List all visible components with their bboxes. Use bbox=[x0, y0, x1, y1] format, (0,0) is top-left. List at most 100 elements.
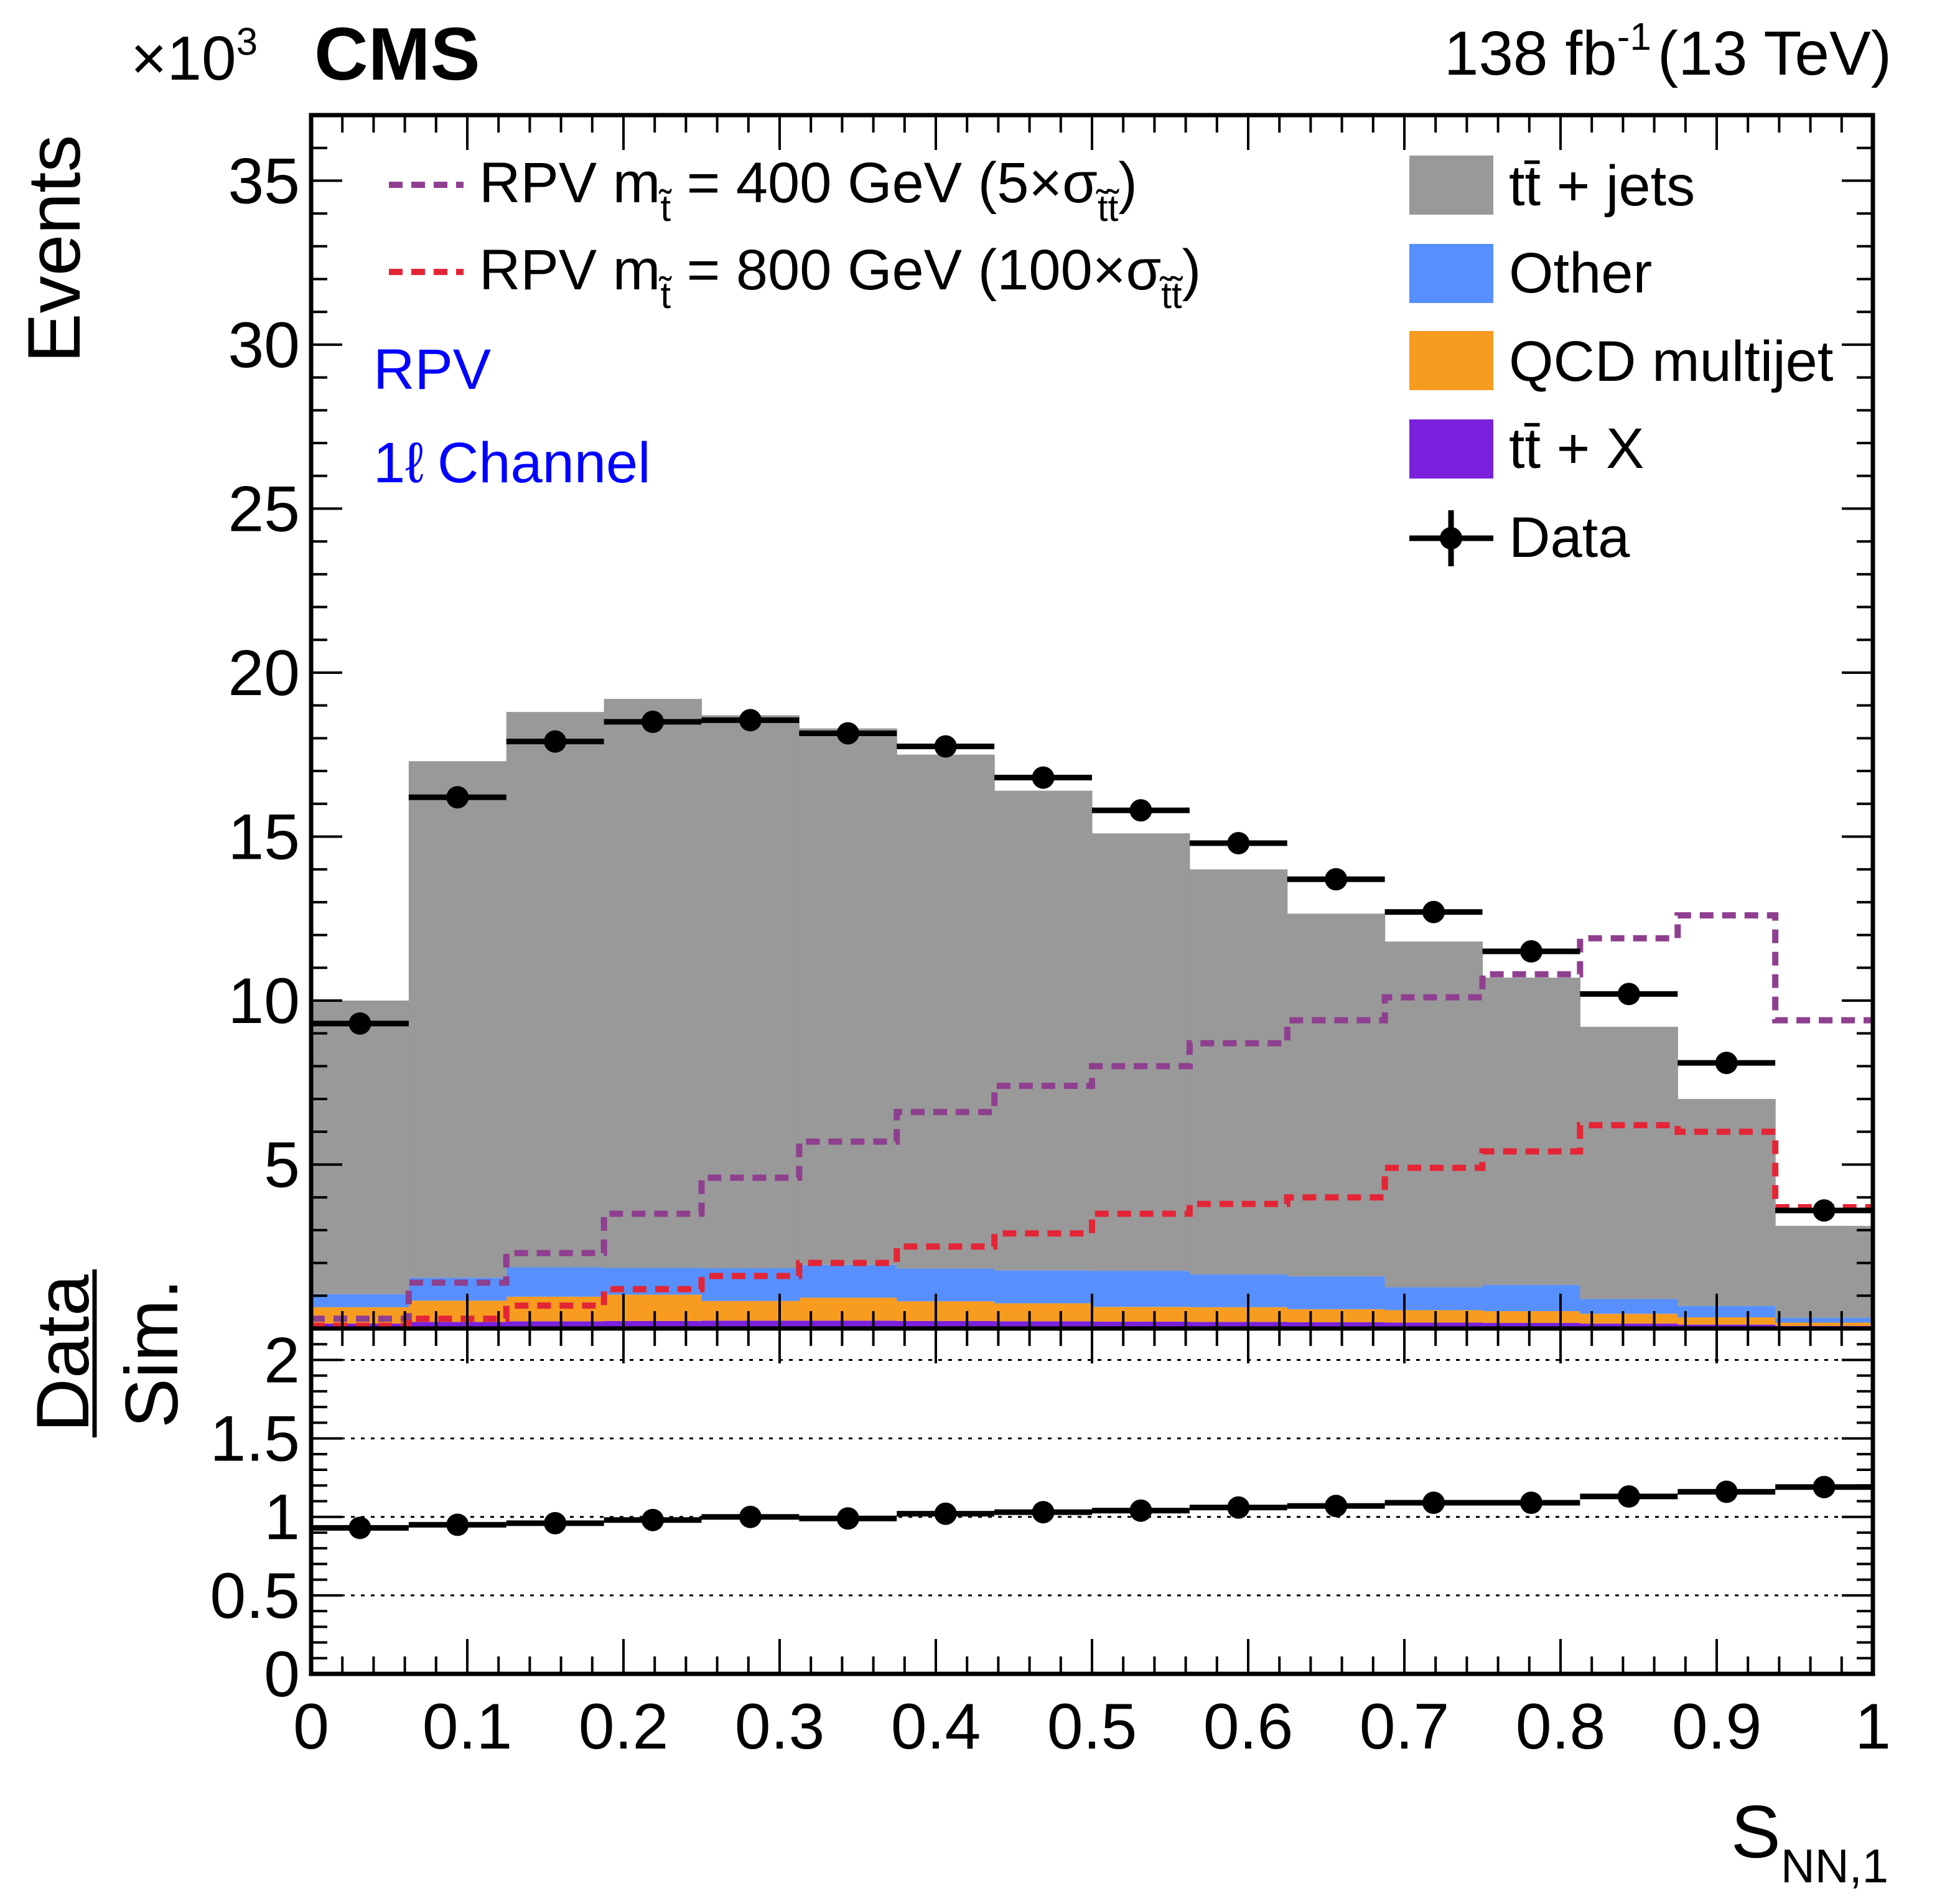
data-points bbox=[311, 709, 1873, 1222]
bar-qcd-multijet-bin-10 bbox=[1287, 1309, 1386, 1322]
stack-layer-other bbox=[311, 1264, 1874, 1323]
x-tick-label-0-8: 0.8 bbox=[1516, 1691, 1606, 1763]
bar-tt-jets-bin-0 bbox=[311, 1000, 409, 1294]
bar-qcd-multijet-bin-3 bbox=[604, 1294, 702, 1321]
x-tick-label-0-6: 0.6 bbox=[1203, 1691, 1294, 1763]
data-point-bin-10 bbox=[1325, 867, 1348, 890]
x-tick-label-0-4: 0.4 bbox=[891, 1691, 981, 1763]
bar-other-bin-6 bbox=[897, 1268, 995, 1302]
data-point-bin-11 bbox=[1422, 900, 1445, 923]
ratio-point-bin-9 bbox=[1227, 1496, 1250, 1519]
legend-item-rpv-800: RPV mt̃ = 800 GeV (100×σt̃t̃) bbox=[389, 238, 1201, 316]
ratio-point-bin-14 bbox=[1715, 1480, 1738, 1503]
ratio-point-bin-10 bbox=[1325, 1495, 1348, 1518]
bar-tt-x-bin-13 bbox=[1580, 1324, 1678, 1329]
bar-tt-x-bin-1 bbox=[408, 1322, 507, 1329]
ratio-y-axis-denominator: Sim. bbox=[110, 1279, 194, 1428]
ratio-point-bin-2 bbox=[544, 1511, 567, 1534]
main-ytick-label-35: 35 bbox=[228, 145, 300, 217]
bar-qcd-multijet-bin-2 bbox=[506, 1296, 605, 1322]
exponent-label: ×103 bbox=[131, 21, 258, 93]
bar-tt-jets-bin-15 bbox=[1775, 1226, 1874, 1318]
y-axis-label: Events bbox=[12, 135, 96, 363]
bar-qcd-multijet-bin-9 bbox=[1189, 1307, 1288, 1322]
ratio-point-bin-7 bbox=[1032, 1501, 1055, 1524]
ratio-ytick-label-0: 0 bbox=[264, 1638, 300, 1711]
legend-swatch-ttbar-jets bbox=[1409, 156, 1493, 215]
bar-tt-jets-bin-11 bbox=[1384, 941, 1483, 1287]
legend-swatch-other bbox=[1409, 244, 1493, 303]
bar-tt-jets-bin-4 bbox=[701, 715, 800, 1269]
main-plot-area: 5 10 15 20 25 30 35 bbox=[228, 113, 1875, 1331]
legend-label-rpv-400: RPV mt̃ = 400 GeV (5×σt̃t̃) bbox=[479, 151, 1137, 229]
channel-label: 1ℓ Channel bbox=[373, 431, 651, 495]
ratio-point-bin-3 bbox=[642, 1508, 665, 1531]
bar-other-bin-11 bbox=[1384, 1287, 1483, 1310]
data-point-bin-8 bbox=[1129, 799, 1152, 822]
data-point-bin-9 bbox=[1227, 832, 1250, 854]
bar-tt-jets-bin-7 bbox=[994, 790, 1093, 1271]
ratio-point-bin-0 bbox=[348, 1516, 371, 1539]
legend-label-ttbar-jets: tt̄ + jets bbox=[1509, 154, 1695, 218]
ratio-ytick-label-2: 2 bbox=[264, 1324, 300, 1396]
main-ytick-label-30: 30 bbox=[228, 309, 300, 381]
ratio-ytick-label-0-5: 0.5 bbox=[210, 1560, 300, 1632]
ratio-point-bin-4 bbox=[739, 1505, 762, 1528]
bar-tt-jets-bin-2 bbox=[506, 712, 605, 1268]
bar-other-bin-8 bbox=[1092, 1271, 1190, 1307]
ratio-point-bin-8 bbox=[1129, 1499, 1152, 1522]
legend-label-data: Data bbox=[1509, 506, 1630, 569]
legend-swatch-data-marker bbox=[1440, 527, 1462, 549]
bar-other-bin-9 bbox=[1189, 1274, 1288, 1307]
data-point-bin-1 bbox=[446, 786, 469, 809]
bar-qcd-multijet-bin-14 bbox=[1678, 1317, 1776, 1325]
ratio-x-ticks: 0 0.1 0.2 0.3 0.4 0.5 0.6 0.7 0.8 0.9 1 bbox=[293, 1329, 1891, 1763]
bar-qcd-multijet-bin-8 bbox=[1092, 1307, 1190, 1322]
bar-tt-x-bin-10 bbox=[1287, 1322, 1386, 1329]
bar-tt-x-bin-2 bbox=[506, 1321, 605, 1329]
main-ytick-label-5: 5 bbox=[264, 1129, 300, 1201]
x-tick-label-0-1: 0.1 bbox=[422, 1691, 513, 1763]
bar-tt-x-bin-12 bbox=[1482, 1323, 1580, 1329]
ratio-points bbox=[311, 1475, 1873, 1539]
ratio-point-bin-6 bbox=[934, 1502, 957, 1525]
legend-label-other: Other bbox=[1509, 241, 1652, 305]
bar-qcd-multijet-bin-12 bbox=[1482, 1311, 1580, 1324]
bar-other-bin-0 bbox=[311, 1294, 409, 1307]
x-axis-label: SNN,1 bbox=[1731, 1790, 1888, 1893]
analysis-label: RPV bbox=[373, 338, 491, 401]
bar-other-bin-10 bbox=[1287, 1276, 1386, 1309]
signal-line-rpv-800 bbox=[311, 1122, 1873, 1329]
legend-label-rpv-800: RPV mt̃ = 800 GeV (100×σt̃t̃) bbox=[479, 238, 1201, 316]
ratio-point-bin-12 bbox=[1519, 1492, 1542, 1515]
bar-other-bin-14 bbox=[1678, 1305, 1776, 1318]
bar-tt-x-bin-9 bbox=[1189, 1322, 1288, 1329]
legend-item-data: Data bbox=[1409, 506, 1630, 569]
ratio-point-bin-13 bbox=[1617, 1485, 1640, 1508]
data-point-bin-3 bbox=[642, 711, 665, 733]
x-tick-label-0-5: 0.5 bbox=[1047, 1691, 1137, 1763]
signal-legend: RPV mt̃ = 400 GeV (5×σt̃t̃) RPV mt̃ = 80… bbox=[389, 151, 1201, 316]
background-legend: tt̄ + jets Other QCD multijet tt̄ + X Da… bbox=[1409, 154, 1833, 569]
ratio-y-ticks: 00.511.52 bbox=[210, 1324, 1873, 1711]
bar-tt-jets-bin-5 bbox=[799, 728, 897, 1265]
data-point-bin-15 bbox=[1813, 1199, 1836, 1222]
legend-label-ttbar-x: tt̄ + X bbox=[1509, 417, 1644, 480]
bar-qcd-multijet-bin-11 bbox=[1384, 1310, 1483, 1323]
data-point-bin-5 bbox=[836, 722, 859, 745]
ratio-point-bin-15 bbox=[1813, 1475, 1836, 1498]
ratio-point-bin-1 bbox=[446, 1513, 469, 1536]
bar-tt-jets-bin-10 bbox=[1287, 913, 1386, 1277]
x-tick-label-0-7: 0.7 bbox=[1360, 1691, 1450, 1763]
luminosity-label: 138 fb-1 (13 TeV) bbox=[1444, 16, 1892, 88]
bar-tt-jets-bin-1 bbox=[408, 761, 507, 1278]
ratio-ytick-label-1: 1 bbox=[264, 1482, 300, 1554]
main-ytick-label-25: 25 bbox=[228, 473, 300, 545]
legend-item-ttbar-jets: tt̄ + jets bbox=[1409, 154, 1695, 218]
data-point-bin-2 bbox=[544, 730, 567, 753]
bar-other-bin-2 bbox=[506, 1267, 605, 1297]
main-ytick-label-10: 10 bbox=[228, 965, 300, 1037]
bar-tt-jets-bin-12 bbox=[1482, 978, 1580, 1285]
bar-qcd-multijet-bin-13 bbox=[1580, 1314, 1678, 1324]
bar-tt-jets-bin-9 bbox=[1189, 869, 1288, 1275]
